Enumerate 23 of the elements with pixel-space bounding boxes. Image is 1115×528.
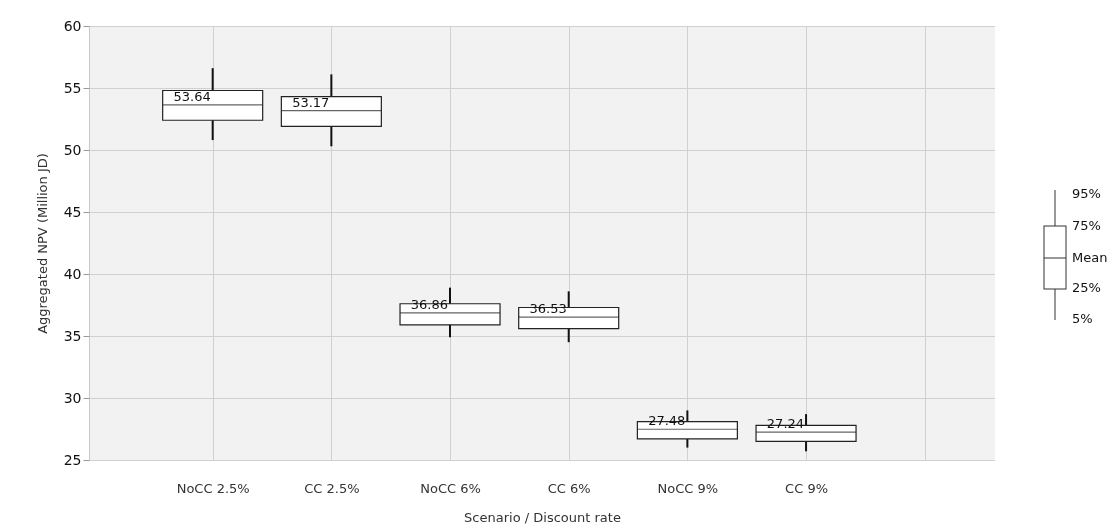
annotation: 53.17 (292, 94, 330, 110)
x-tick-label: NoCC 6% (420, 480, 481, 496)
text: 5% (1072, 311, 1093, 326)
y-tick-label: 50 (63, 141, 82, 158)
x-tick-label: CC 9% (785, 480, 829, 496)
x-tick-label: CC 2.5% (304, 480, 360, 496)
x-axis-title: Scenario / Discount rate (464, 509, 621, 525)
y-tick-label: 40 (63, 265, 82, 282)
x-tick-label: NoCC 2.5% (176, 480, 250, 496)
text: 75% (1072, 218, 1101, 233)
y-tick-label: 35 (63, 327, 82, 344)
x-tick-label: CC 6% (547, 480, 591, 496)
y-tick-label: 25 (63, 451, 82, 468)
x-tick-label: NoCC 9% (657, 480, 719, 496)
y-tick-label: 45 (63, 203, 82, 220)
annotation: 53.64 (173, 88, 211, 104)
y-axis-title: Aggregated NPV (Million JD) (34, 153, 50, 334)
text: 95% (1072, 186, 1101, 201)
text: Mean (1072, 250, 1108, 265)
text: 25% (1072, 280, 1101, 295)
y-tick-label: 55 (63, 79, 82, 96)
y-tick-label: 60 (63, 17, 82, 34)
y-tick-label: 30 (63, 389, 82, 406)
